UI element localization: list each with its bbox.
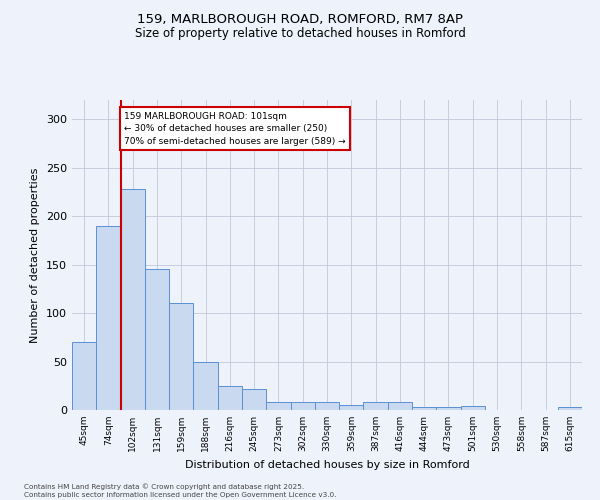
- Bar: [96, 226, 121, 410]
- Text: Size of property relative to detached houses in Romford: Size of property relative to detached ho…: [134, 28, 466, 40]
- Bar: [364, 402, 388, 410]
- Bar: [412, 407, 436, 410]
- Bar: [121, 189, 145, 410]
- Bar: [193, 362, 218, 410]
- Bar: [266, 402, 290, 410]
- Y-axis label: Number of detached properties: Number of detached properties: [31, 168, 40, 342]
- Bar: [315, 402, 339, 410]
- Bar: [290, 402, 315, 410]
- Bar: [558, 407, 582, 410]
- Bar: [72, 342, 96, 410]
- Text: Contains HM Land Registry data © Crown copyright and database right 2025.
Contai: Contains HM Land Registry data © Crown c…: [24, 484, 337, 498]
- X-axis label: Distribution of detached houses by size in Romford: Distribution of detached houses by size …: [185, 460, 469, 469]
- Bar: [388, 402, 412, 410]
- Bar: [339, 405, 364, 410]
- Bar: [145, 268, 169, 410]
- Bar: [242, 388, 266, 410]
- Text: 159, MARLBOROUGH ROAD, ROMFORD, RM7 8AP: 159, MARLBOROUGH ROAD, ROMFORD, RM7 8AP: [137, 12, 463, 26]
- Bar: [461, 406, 485, 410]
- Bar: [436, 407, 461, 410]
- Bar: [169, 304, 193, 410]
- Text: 159 MARLBOROUGH ROAD: 101sqm
← 30% of detached houses are smaller (250)
70% of s: 159 MARLBOROUGH ROAD: 101sqm ← 30% of de…: [124, 112, 346, 146]
- Bar: [218, 386, 242, 410]
